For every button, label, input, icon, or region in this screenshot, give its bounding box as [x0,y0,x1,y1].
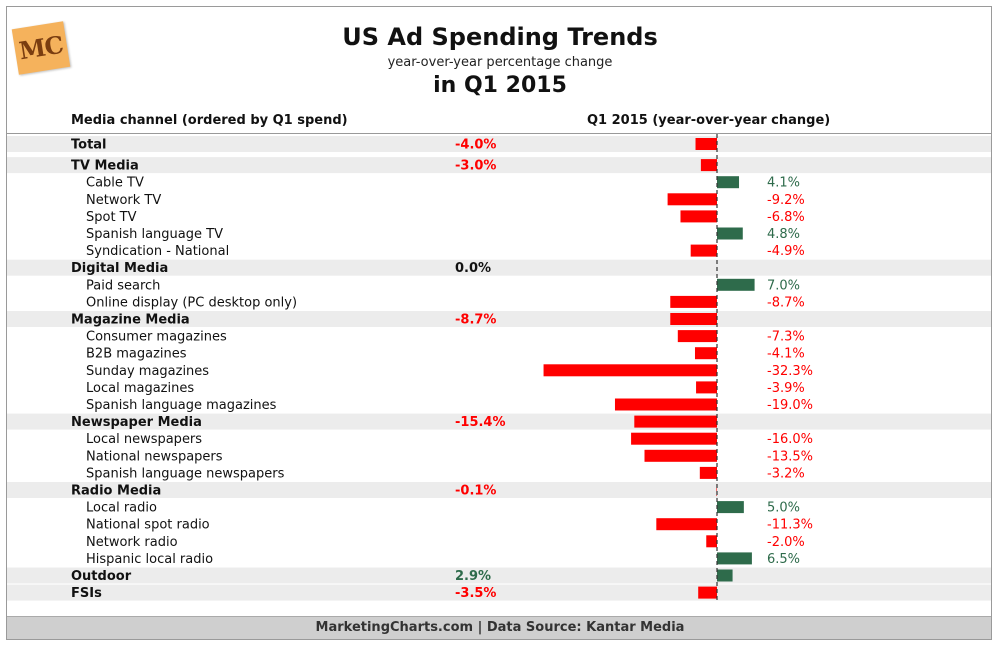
column-header-channel: Media channel (ordered by Q1 spend) [71,113,348,128]
data-label: -3.9% [767,381,805,396]
data-label: -2.0% [767,535,805,550]
group-label: Radio Media [71,484,161,499]
bar [717,176,740,189]
group-label: Digital Media [71,261,168,276]
data-label: -3.2% [767,466,805,481]
group-band [7,311,991,327]
bar [667,193,717,206]
bar [695,138,717,150]
data-label: 5.0% [767,501,800,516]
bar [543,364,717,377]
data-label: -7.3% [767,330,805,345]
source-footer: MarketingCharts.com | Data Source: Kanta… [7,616,991,639]
data-label: 7.0% [767,278,800,293]
data-label: -15.4% [455,415,506,430]
data-label: -16.0% [767,432,813,447]
row-label: Syndication - National [86,244,229,259]
bar [717,552,752,565]
bar [670,313,717,325]
chart-frame: MC US Ad Spending Trends year-over-year … [6,6,992,640]
data-label: -4.0% [455,138,496,153]
data-label: 4.8% [767,227,800,242]
bar-chart: Total -4.0% TV Media -3.0% Cable TV 4.1% Netwo… [7,134,991,603]
column-header-change: Q1 2015 (year-over-year change) [587,113,831,128]
bar [677,330,717,343]
row-label: National spot radio [86,518,210,533]
data-label: 4.1% [767,176,800,191]
group-label: Magazine Media [71,313,190,328]
group-band [7,413,991,430]
bar [717,278,755,291]
group-band [7,157,991,174]
data-label: -6.8% [767,210,805,225]
bar [696,381,717,394]
bar [631,432,717,445]
group-band [7,136,991,152]
group-band [7,584,991,601]
row-label: Local newspapers [86,432,202,447]
bar [614,398,717,411]
data-label: -9.2% [767,193,805,208]
group-label: Outdoor [71,569,132,584]
data-label: 0.0% [455,261,491,276]
row-label: Paid search [86,278,160,293]
data-label: 2.9% [455,569,491,584]
chart-title: US Ad Spending Trends [342,23,658,51]
bar [700,159,717,172]
data-label: -4.1% [767,347,805,362]
row-label: Spanish language newspapers [86,466,285,481]
row-label: National newspapers [86,449,223,464]
data-label: -3.5% [455,586,496,601]
row-label: Local radio [86,501,157,516]
bar [717,501,744,514]
data-label: -8.7% [455,313,496,328]
data-label: -8.7% [767,295,805,310]
group-label: Newspaper Media [71,415,202,430]
bar [680,210,717,223]
data-label: -13.5% [767,449,813,464]
header-divider [7,133,991,134]
row-label: Cable TV [86,176,144,191]
bar [694,347,717,360]
chart-period-title: in Q1 2015 [433,73,567,98]
bar [670,295,717,308]
bar [698,586,717,599]
data-label: -19.0% [767,398,813,413]
group-label: Total [71,138,107,153]
row-label: Consumer magazines [86,330,227,345]
bar [706,535,717,548]
row-label: Spanish language TV [86,227,223,242]
group-label: TV Media [71,159,139,174]
row-label: Sunday magazines [86,364,209,379]
row-label: Network radio [86,535,178,550]
row-label: Local magazines [86,381,194,396]
row-label: Hispanic local radio [86,552,213,567]
data-label: -0.1% [455,484,496,499]
chart-subtitle: year-over-year percentage change [387,55,613,70]
row-label: Spot TV [86,210,137,225]
data-label: -32.3% [767,364,813,379]
data-label: -3.0% [455,159,496,174]
group-label: FSIs [71,586,102,601]
group-band [7,567,991,584]
data-label: -4.9% [767,244,805,259]
data-label: -11.3% [767,518,813,533]
row-label: Network TV [86,193,161,208]
row-label: Spanish language magazines [86,398,277,413]
bar [717,227,743,240]
bar [690,244,717,257]
group-band [7,259,991,276]
row-label: B2B magazines [86,347,187,362]
group-band [7,482,991,498]
data-label: 6.5% [767,552,800,567]
bar [716,484,717,496]
bar [656,518,717,531]
bar [634,415,717,428]
row-label: Online display (PC desktop only) [86,295,297,310]
bar [699,466,717,479]
bar [644,449,717,462]
bar [717,569,733,582]
